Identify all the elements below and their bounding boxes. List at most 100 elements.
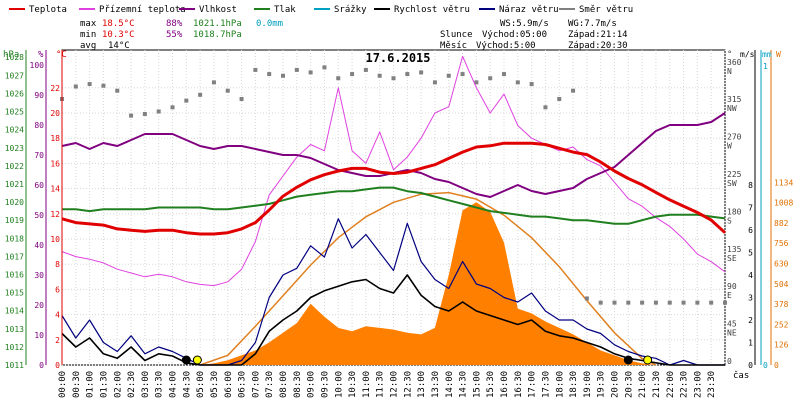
series-line-tlak <box>62 186 726 225</box>
stat-avg-temp: 14°C <box>108 41 130 51</box>
wind-direction-point <box>640 300 645 305</box>
x-tick-label: 11:00 <box>362 371 372 398</box>
wind-direction-point <box>723 300 727 305</box>
w-tick-label: 378 <box>774 300 789 309</box>
degc-tick-label: 14 <box>50 185 60 194</box>
wind-direction-point <box>612 300 617 305</box>
x-tick-label: 20:30 <box>624 371 634 398</box>
wind-direction-point <box>391 76 396 81</box>
pct-tick-label: 80 <box>34 121 44 130</box>
stat-rain: 0.0mm <box>256 19 283 29</box>
hpa-tick-label: 1026 <box>5 89 24 98</box>
wind-direction-point <box>502 72 506 77</box>
pct-tick-label: 60 <box>34 181 44 190</box>
w-tick-label: 252 <box>774 320 789 329</box>
wind-gust-max: WG:7.7m/s <box>568 19 617 29</box>
x-tick-label: 16:30 <box>514 371 524 398</box>
pct-tick-label: 50 <box>34 211 44 220</box>
degc-tick-label: 0 <box>55 361 60 370</box>
dir-tick-label: 180 <box>727 207 742 216</box>
x-tick-label: 14:30 <box>459 371 469 398</box>
pct-tick-label: 90 <box>34 91 44 100</box>
axis-dir-label: ° <box>727 50 732 60</box>
wind-direction-point <box>667 300 672 305</box>
hpa-tick-label: 1017 <box>5 252 24 261</box>
axis-mm-label: mm <box>762 50 772 59</box>
stat-min-label: min <box>80 30 96 40</box>
dir-tick-label: 270 <box>727 133 742 142</box>
ms-tick-label: 1 <box>748 339 753 348</box>
marker-moon <box>623 355 633 365</box>
wind-direction-point <box>432 80 437 85</box>
dir-tick-name: SE <box>727 254 737 263</box>
wind-direction-point <box>101 83 106 88</box>
x-tick-label: 05:30 <box>210 371 220 398</box>
wind-direction-point <box>626 300 631 305</box>
wind-direction-point <box>681 300 686 305</box>
wind-direction-point <box>225 88 230 93</box>
degc-tick-label: 2 <box>55 336 60 345</box>
ms-tick-label: 3 <box>748 294 753 303</box>
dir-tick-name: W <box>727 142 732 151</box>
legend-entry: Náraz větru <box>499 5 559 15</box>
marker-sun <box>192 355 202 365</box>
wind-direction-point <box>142 111 147 116</box>
x-tick-label: 18:00 <box>555 371 565 398</box>
x-tick-label: 06:30 <box>238 371 248 398</box>
stat-max-hum: 88% <box>166 19 183 29</box>
legend-entry: Přízemní teplota <box>99 5 186 15</box>
dir-tick-label: 225 <box>727 170 742 179</box>
wind-direction-point <box>350 72 355 77</box>
series-line-teplota <box>61 141 727 236</box>
hpa-tick-label: 1012 <box>5 343 24 352</box>
legend-entry: Směr větru <box>579 5 633 15</box>
axis-hpa-label: hPa <box>3 50 19 60</box>
ms-tick-label: 4 <box>748 271 753 280</box>
stat-avg-label: avg <box>80 41 96 51</box>
hpa-tick-label: 1019 <box>5 216 24 225</box>
x-tick-label: 03:30 <box>155 371 165 398</box>
x-tick-label: 10:00 <box>334 371 344 398</box>
wind-direction-point <box>460 72 465 77</box>
wind-direction-point <box>571 88 576 93</box>
x-tick-label: 09:00 <box>307 371 317 398</box>
axis-ms-label: m/s <box>740 50 755 59</box>
wind-direction-point <box>419 70 424 75</box>
wind-direction-point <box>294 67 299 72</box>
wind-direction-point <box>377 73 382 78</box>
hpa-tick-label: 1022 <box>5 162 24 171</box>
x-axis-label: čas <box>733 370 749 381</box>
degc-tick-label: 10 <box>50 235 60 244</box>
pct-tick-label: 100 <box>30 61 45 70</box>
marker-moon <box>181 355 191 365</box>
degc-tick-label: 22 <box>50 84 60 93</box>
wind-direction-point <box>211 80 216 85</box>
wind-direction-point <box>529 82 534 87</box>
x-tick-label: 16:00 <box>500 371 510 398</box>
hpa-tick-label: 1023 <box>5 144 24 153</box>
wind-direction-point <box>156 109 161 114</box>
x-tick-label: 07:30 <box>265 371 275 398</box>
dir-tick-label: 0 <box>727 357 732 366</box>
x-tick-label: 15:30 <box>486 371 496 398</box>
dir-tick-name: S <box>727 216 732 225</box>
stat-max-press: 1021.1hPa <box>193 19 242 29</box>
wind-direction-point <box>73 84 78 89</box>
hpa-tick-label: 1011 <box>5 361 24 370</box>
x-tick-label: 02:00 <box>113 371 123 398</box>
stat-min-press: 1018.7hPa <box>193 30 242 40</box>
mm-tick-label: 1 <box>763 62 768 71</box>
axis-degc-label: °C <box>56 50 67 60</box>
series-line-p-zemn-teplota <box>61 55 726 287</box>
dir-tick-label: 90 <box>727 282 737 291</box>
dir-tick-label: 360 <box>727 58 742 67</box>
dir-tick-label: 315 <box>727 95 742 104</box>
pct-tick-label: 10 <box>34 331 44 340</box>
pct-tick-label: 20 <box>34 301 44 310</box>
w-tick-label: 0 <box>774 361 779 370</box>
wind-direction-point <box>253 67 258 72</box>
legend-entry: Tlak <box>274 5 296 15</box>
sun-label: Slunce <box>440 30 473 40</box>
legend-entry: Vlhkost <box>199 5 237 15</box>
